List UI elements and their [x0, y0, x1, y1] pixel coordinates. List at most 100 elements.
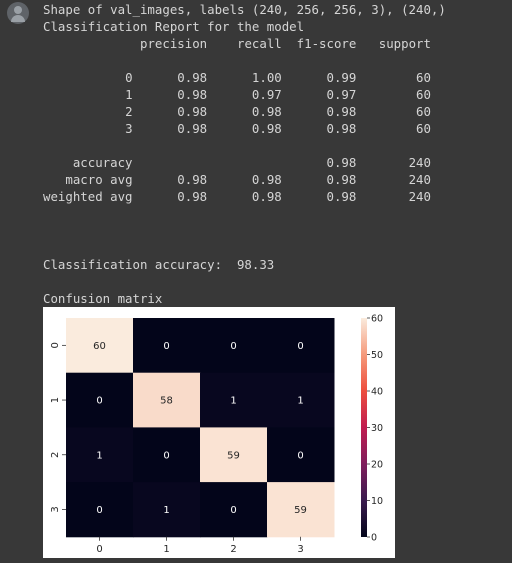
- colorbar-tick-label: 50: [371, 350, 383, 361]
- heatmap-cell: [267, 318, 335, 374]
- confusion-matrix-title: Confusion matrix: [43, 291, 163, 306]
- x-tick-label: 1: [163, 544, 169, 555]
- y-tick-label: 0: [50, 342, 61, 348]
- report-cell-f1: 0.98: [326, 172, 357, 187]
- heatmap-cell: [66, 318, 134, 374]
- report-cell-recall: 1.00: [251, 70, 282, 85]
- user-avatar-icon: [7, 2, 29, 24]
- heatmap-cell-label: 0: [297, 450, 303, 461]
- heatmap-cell-label: 0: [297, 341, 303, 352]
- report-header-row: precision recall f1-score support: [43, 36, 431, 51]
- report-cell-recall: 0.98: [251, 104, 282, 119]
- heatmap-cell-label: 1: [96, 450, 102, 461]
- report-cell-support: 60: [416, 87, 431, 102]
- report-cell-label: accuracy: [72, 155, 133, 170]
- y-tick-label: 2: [50, 452, 61, 458]
- heatmap-cell-label: 59: [227, 450, 240, 461]
- report-cell-precision: 0.98: [177, 104, 208, 119]
- report-cell-f1: 0.98: [326, 121, 357, 136]
- report-header-cell: recall: [236, 36, 282, 51]
- heatmap-cell: [267, 482, 335, 538]
- heatmap-cell: [267, 372, 335, 428]
- report-row: weighted avg 0.98 0.98 0.98 240: [43, 189, 431, 204]
- avatar-body: [11, 15, 25, 22]
- report-cell-label: weighted avg: [43, 189, 133, 204]
- report-header-cell: f1-score: [296, 36, 357, 51]
- report-cell-precision: 0.98: [177, 121, 208, 136]
- report-header-cell: precision: [140, 36, 208, 51]
- report-cell-support: 240: [408, 189, 431, 204]
- y-tick-label: 1: [50, 397, 61, 403]
- report-cell-precision: 0.98: [177, 189, 208, 204]
- report-cell-recall: 0.98: [251, 172, 282, 187]
- y-tick-label: 3: [50, 506, 61, 512]
- heatmap-cell-label: 1: [297, 396, 303, 407]
- heatmap-cell: [133, 482, 201, 538]
- heatmap-cell: [66, 372, 134, 428]
- report-cell-recall: 0.98: [251, 189, 282, 204]
- report-cell-f1: 0.97: [326, 87, 357, 102]
- colorbar-tick-label: 0: [371, 533, 377, 544]
- avatar-head: [14, 6, 22, 14]
- report-cell-support: 60: [416, 104, 431, 119]
- report-cell-f1: 0.99: [326, 70, 357, 85]
- report-header-cell: support: [378, 36, 431, 51]
- heatmap-cell: [200, 482, 268, 538]
- report-cell-support: 240: [408, 155, 431, 170]
- report-cell-precision: 0.98: [177, 70, 208, 85]
- heatmap-cell: [200, 318, 268, 374]
- accuracy-value: 98.33: [236, 257, 275, 272]
- classification-report-table: precision recall f1-score support 0 0.98…: [43, 36, 431, 272]
- report-cell-recall: 0.98: [251, 121, 282, 136]
- x-tick-label: 0: [96, 544, 102, 555]
- colorbar-tick-label: 40: [371, 387, 383, 398]
- heatmap-cell-label: 0: [230, 505, 236, 516]
- heatmap-cell: [66, 427, 134, 483]
- report-cell-precision: 0.98: [177, 172, 208, 187]
- accuracy-label: Classification accuracy:: [43, 257, 223, 272]
- colorbar-tick-label: 30: [371, 423, 383, 434]
- heatmap-cell: [133, 318, 201, 374]
- cell-output-text: Shape of val_images, labels (240, 256, 2…: [43, 1, 446, 273]
- report-cell-precision: 0.98: [177, 87, 208, 102]
- heatmap-cell-label: 0: [163, 341, 169, 352]
- heatmap-cell: [66, 482, 134, 538]
- report-cell-support: 60: [416, 121, 431, 136]
- report-cell-support: 240: [408, 172, 431, 187]
- heatmap-cell-label: 1: [163, 505, 169, 516]
- colorbar: [361, 318, 367, 537]
- report-title: Classification Report for the model: [43, 19, 305, 34]
- heatmap-cell: [133, 372, 201, 428]
- colorbar-tick-label: 20: [371, 460, 383, 471]
- report-cell-f1: 0.98: [326, 104, 357, 119]
- heatmap-cell: [133, 427, 201, 483]
- report-row: macro avg 0.98 0.98 0.98 240: [43, 172, 431, 187]
- heatmap-cell: [267, 427, 335, 483]
- report-cell-label: 2: [125, 104, 133, 119]
- x-tick-label: 3: [297, 544, 303, 555]
- heatmap-cell-label: 58: [160, 396, 173, 407]
- heatmap-cell-label: 0: [163, 450, 169, 461]
- report-cell-label: 1: [125, 87, 133, 102]
- shape-line: Shape of val_images, labels (240, 256, 2…: [43, 2, 446, 17]
- report-row: 1 0.98 0.97 0.97 60: [43, 87, 431, 102]
- report-row: 2 0.98 0.98 0.98 60: [43, 104, 431, 119]
- report-row: 0 0.98 1.00 0.99 60: [43, 70, 431, 85]
- colorbar-tick-label: 60: [371, 314, 383, 325]
- report-cell-label: 3: [125, 121, 133, 136]
- report-cell-recall: 0.97: [251, 87, 282, 102]
- heatmap-cell-label: 60: [93, 341, 106, 352]
- report-cell-label: macro avg: [65, 172, 133, 187]
- heatmap-cell: [200, 372, 268, 428]
- heatmap-cell-label: 1: [230, 396, 236, 407]
- heatmap-cell-label: 0: [230, 341, 236, 352]
- heatmap-cell-label: 0: [96, 505, 102, 516]
- heatmap-cell: [200, 427, 268, 483]
- heatmap-cell-label: 0: [96, 396, 102, 407]
- report-cell-f1: 0.98: [326, 155, 357, 170]
- heatmap-cell-label: 59: [294, 505, 307, 516]
- report-cell-f1: 0.98: [326, 189, 357, 204]
- colorbar-tick-label: 10: [371, 496, 383, 507]
- x-tick-label: 2: [230, 544, 236, 555]
